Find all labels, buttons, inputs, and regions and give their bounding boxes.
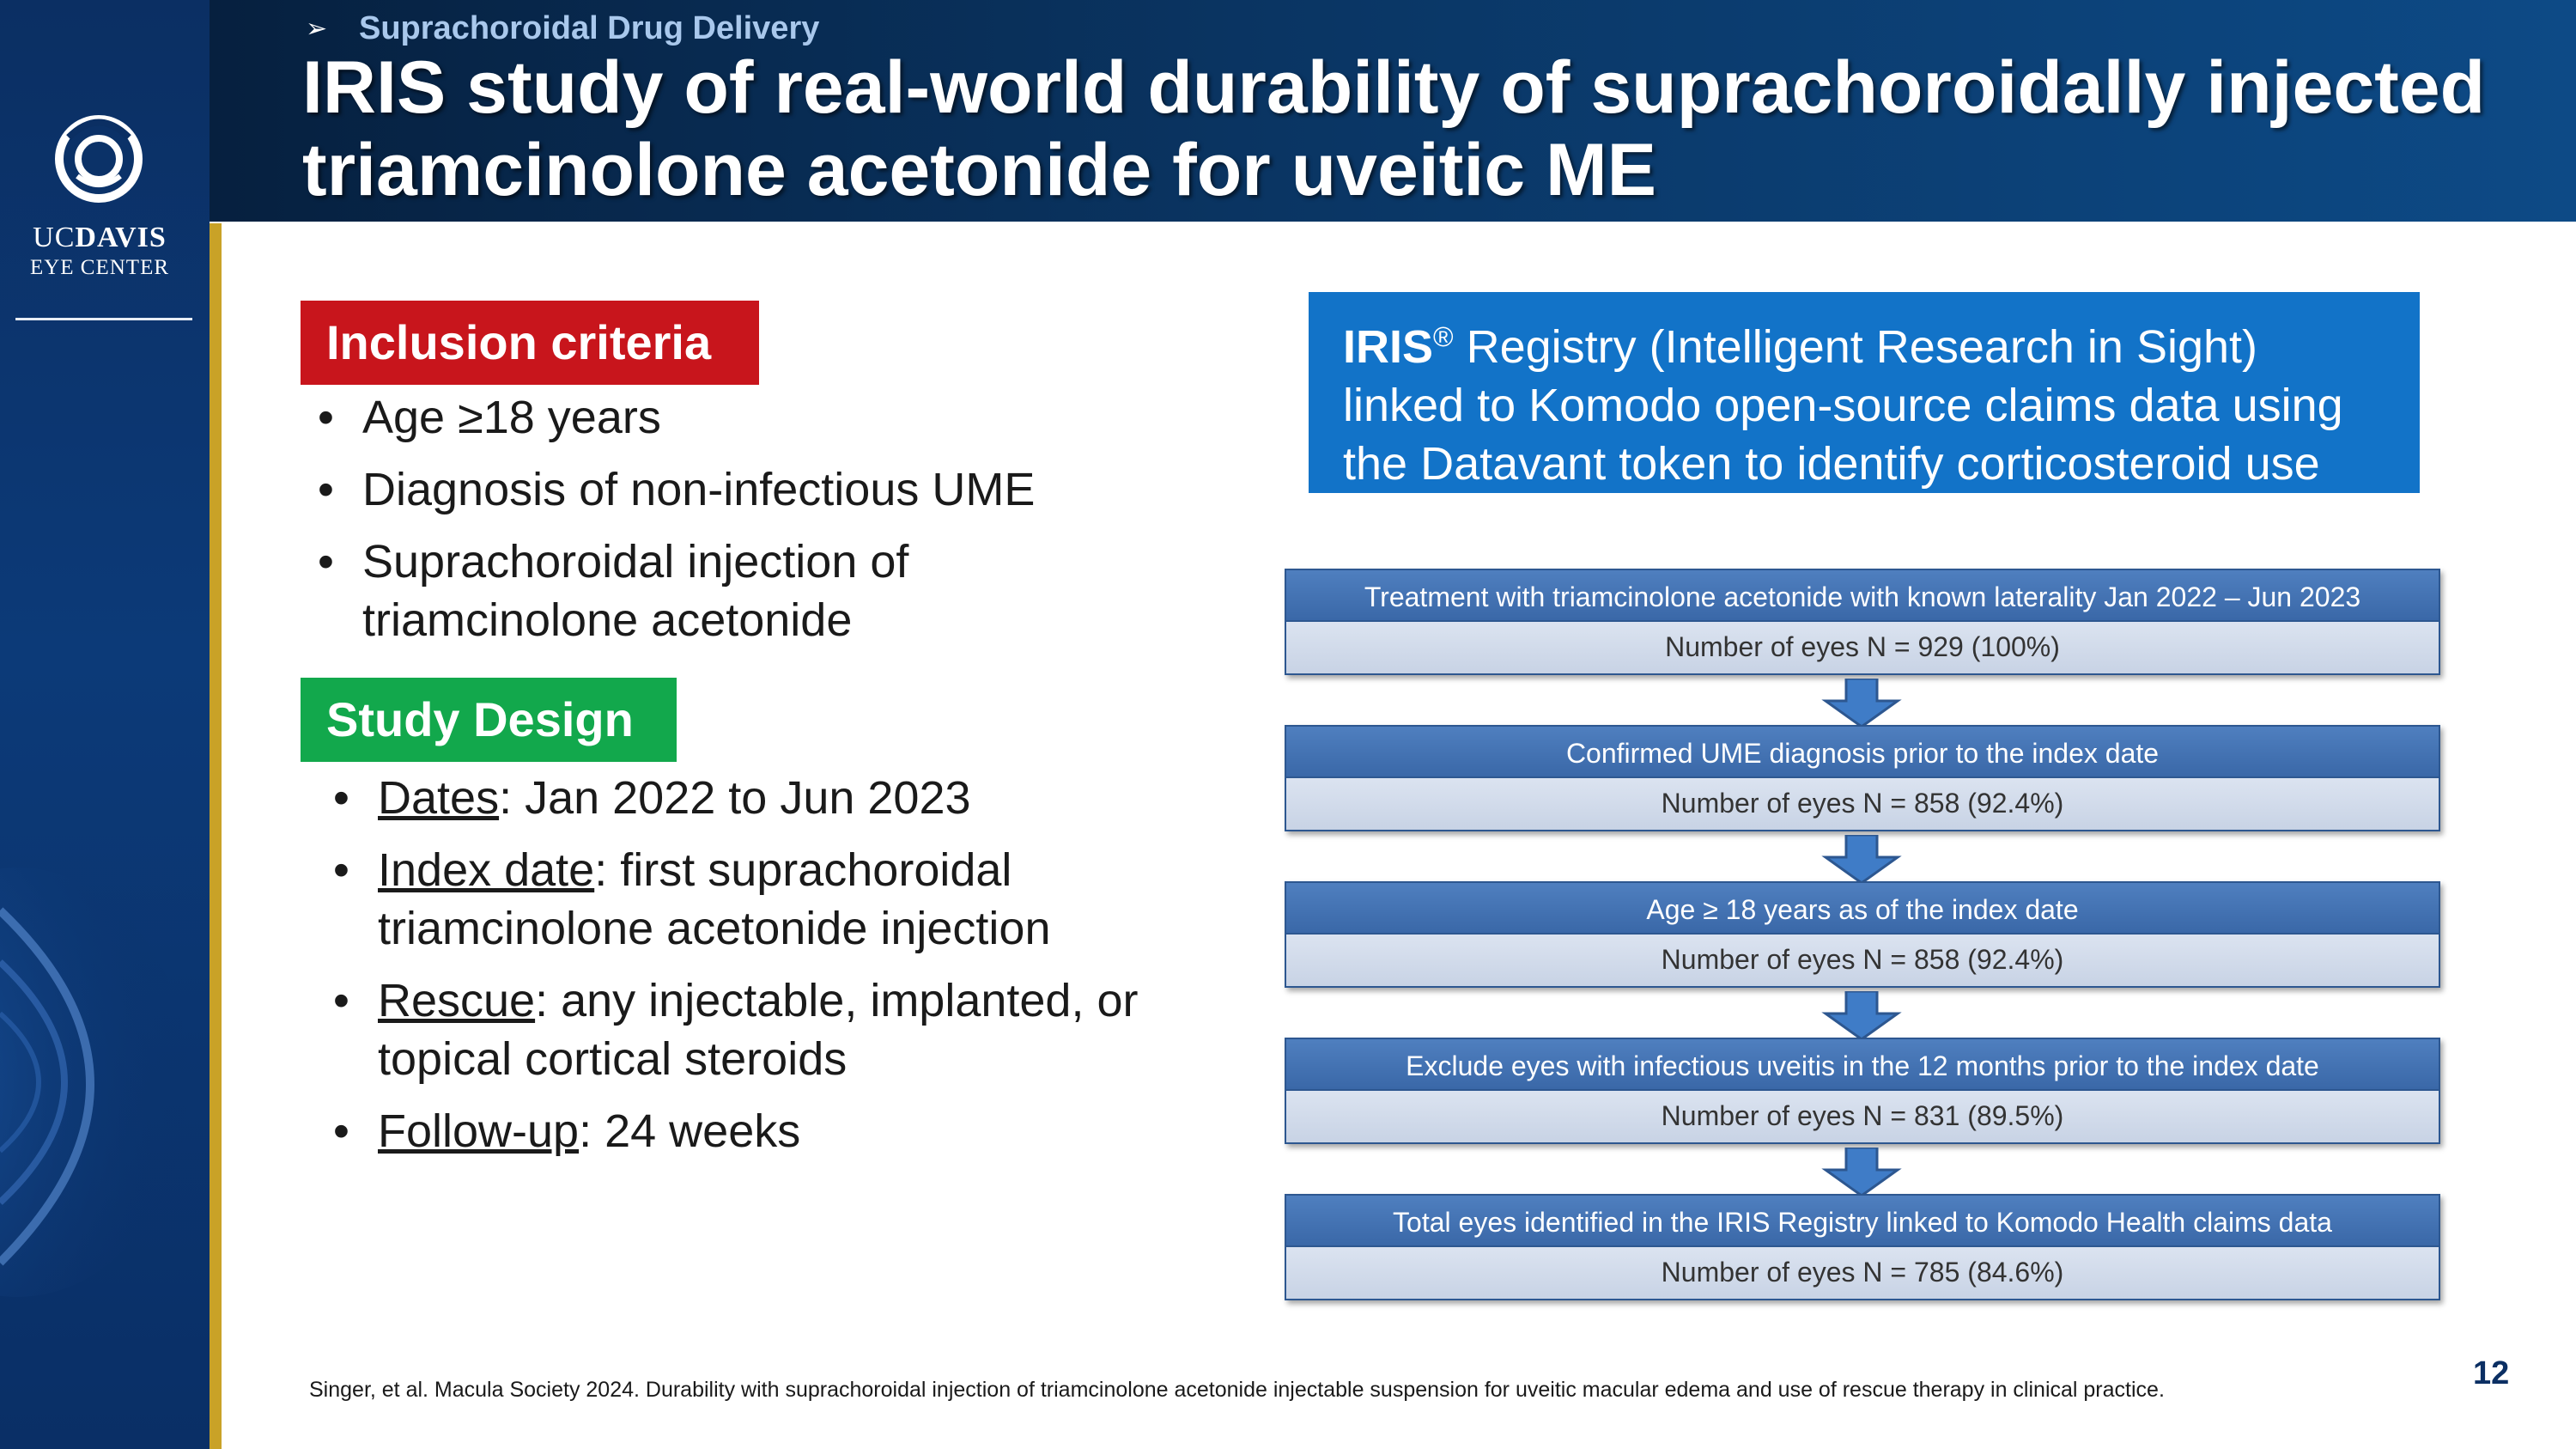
flow-step-count: Number of eyes N = 785 (84.6%) (1285, 1247, 2440, 1300)
list-item: • Diagnosis of non-infectious UME (302, 460, 1161, 519)
study-design-label: Study Design (301, 678, 677, 762)
registry-description-box: IRIS® Registry (Intelligent Research in … (1309, 292, 2420, 493)
uc-davis-logo-icon (55, 115, 143, 203)
flow-step-1: Treatment with triamcinolone acetonide w… (1285, 569, 2440, 675)
list-item: • Rescue: any injectable, implanted, or t… (318, 971, 1151, 1088)
list-item: • Index date: first suprachoroidal triamc… (318, 841, 1082, 958)
study-design-list: • Dates: Jan 2022 to Jun 2023 • Index date… (318, 769, 1176, 1174)
inclusion-criteria-label: Inclusion criteria (301, 301, 759, 385)
citation-footnote: Singer, et al. Macula Society 2024. Dura… (309, 1378, 2165, 1402)
down-arrow-icon (1821, 1148, 1902, 1197)
down-arrow-icon (1821, 991, 1902, 1041)
page-title: IRIS study of real-world durability of s… (302, 46, 2486, 211)
sidebar: UCDAVIS EYE CENTER (0, 0, 210, 1449)
inclusion-criteria-list: • Age ≥18 years • Diagnosis of non-infecti… (302, 388, 1161, 663)
flow-step-count: Number of eyes N = 929 (100%) (1285, 622, 2440, 675)
flow-step-label: Age ≥ 18 years as of the index date (1285, 881, 2440, 935)
bullet-icon: • (333, 1105, 349, 1157)
flow-step-label: Total eyes identified in the IRIS Regist… (1285, 1194, 2440, 1247)
logo-wordmark: UCDAVIS (33, 222, 167, 253)
slide-header (210, 0, 2576, 222)
list-item: • Dates: Jan 2022 to Jun 2023 (318, 769, 1176, 827)
logo-subtitle: EYE CENTER (29, 256, 170, 279)
flow-step-count: Number of eyes N = 831 (89.5%) (1285, 1091, 2440, 1144)
breadcrumb-arrow-icon: ➢ (306, 15, 328, 43)
bullet-icon: • (318, 464, 334, 515)
flow-step-2: Confirmed UME diagnosis prior to the ind… (1285, 725, 2440, 831)
flow-step-label: Exclude eyes with infectious uveitis in … (1285, 1038, 2440, 1091)
down-arrow-icon (1821, 679, 1902, 728)
accent-bar (210, 223, 222, 1449)
flow-step-count: Number of eyes N = 858 (92.4%) (1285, 778, 2440, 831)
list-item: • Follow-up: 24 weeks (318, 1102, 1176, 1160)
flow-step-label: Treatment with triamcinolone acetonide w… (1285, 569, 2440, 622)
flow-step-3: Age ≥ 18 years as of the index date Numb… (1285, 881, 2440, 988)
bullet-icon: • (333, 772, 349, 824)
flow-step-5: Total eyes identified in the IRIS Regist… (1285, 1194, 2440, 1300)
bullet-icon: • (318, 536, 334, 588)
list-item: • Age ≥18 years (302, 388, 1161, 447)
breadcrumb: Suprachoroidal Drug Delivery (359, 10, 820, 46)
bullet-icon: • (333, 844, 349, 896)
page-number: 12 (2473, 1355, 2510, 1391)
eye-illustration (0, 868, 189, 1297)
flow-step-count: Number of eyes N = 858 (92.4%) (1285, 935, 2440, 988)
down-arrow-icon (1821, 835, 1902, 885)
flow-step-4: Exclude eyes with infectious uveitis in … (1285, 1038, 2440, 1144)
logo-divider (15, 318, 192, 320)
bullet-icon: • (333, 975, 349, 1026)
list-item: • Suprachoroidal injection of triamcinolo… (302, 533, 1015, 649)
bullet-icon: • (318, 392, 334, 443)
flow-step-label: Confirmed UME diagnosis prior to the ind… (1285, 725, 2440, 778)
